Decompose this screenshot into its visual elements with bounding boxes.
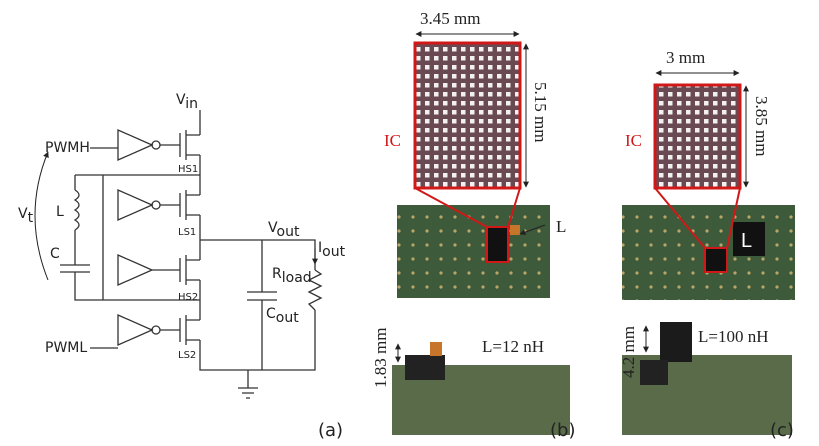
height: 5.15 mm (531, 82, 550, 142)
side-inductor (660, 322, 692, 362)
vt-sub: t (28, 210, 34, 226)
gate-driver (118, 190, 152, 220)
gate-driver (118, 315, 152, 345)
thickness: 1.83 mm (371, 328, 390, 388)
side-inductor (430, 342, 442, 356)
c: C (50, 246, 60, 262)
ls2: LS2 (178, 350, 196, 361)
transistor (160, 315, 200, 345)
panel-b: 3.45 mm 5.15 mm IC L L=12 nH 1.83 mm (371, 9, 570, 435)
hs1: HS1 (178, 164, 198, 175)
inductor-label: L (556, 217, 566, 236)
figure: PWMH PWML Vin HS1 LS1 HS2 LS2 L C Vt Vou… (0, 0, 819, 446)
inductor-part (510, 225, 520, 235)
cout-sub: out (276, 310, 299, 326)
chip (487, 227, 508, 262)
iout-sub: out (322, 244, 345, 260)
l: L (56, 204, 64, 220)
cout: Cout (266, 306, 299, 326)
thickness: 4.2 mm (619, 326, 638, 378)
rload-sub: load (282, 270, 312, 286)
panel-b-label: (b) (550, 420, 575, 441)
ic-label: IC (625, 131, 642, 150)
transistor (152, 255, 200, 285)
vt-main: V (18, 206, 28, 222)
inductor-label: L (741, 230, 752, 252)
inductor (75, 190, 79, 230)
ic-label: IC (384, 131, 401, 150)
transistor (160, 190, 200, 220)
width: 3.45 mm (420, 9, 480, 28)
pwmh: PWMH (45, 140, 90, 156)
ic-zoom (655, 85, 740, 188)
vout: Vout (268, 220, 300, 240)
side-chip (405, 355, 445, 380)
transistor (160, 130, 200, 160)
cout-main: C (266, 306, 276, 322)
vt-arrow (35, 152, 48, 280)
inductance: L=100 nH (698, 327, 769, 346)
width: 3 mm (666, 48, 705, 67)
ls1: LS1 (178, 227, 196, 238)
gate-driver (118, 255, 152, 285)
vt: Vt (18, 206, 34, 226)
chip (705, 248, 727, 272)
cout-plates (247, 292, 277, 300)
vout-sub: out (277, 224, 300, 240)
panel-c: L 3 mm 3.85 mm IC L=100 nH 4.2 mm (619, 48, 795, 435)
inductance: L=12 nH (482, 337, 544, 356)
ic-zoom (415, 43, 520, 188)
height: 3.85 mm (752, 96, 771, 156)
side-chip (640, 360, 668, 385)
iout: Iout (318, 240, 346, 260)
vin: Vin (176, 92, 198, 112)
gate-driver (118, 130, 152, 160)
pwml: PWML (45, 340, 87, 356)
vin-sub: in (185, 96, 198, 112)
panel-c-label: (c) (770, 420, 794, 441)
rload-main: R (272, 266, 282, 282)
rload: Rload (272, 266, 312, 286)
panel-a: (a) (318, 420, 343, 441)
hs2: HS2 (178, 292, 198, 303)
schematic: PWMH PWML Vin HS1 LS1 HS2 LS2 L C Vt Vou… (18, 92, 346, 398)
